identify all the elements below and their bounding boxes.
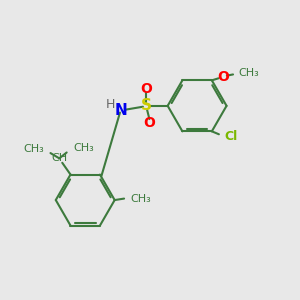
- Text: H: H: [106, 98, 115, 112]
- Text: CH: CH: [51, 153, 68, 164]
- Text: O: O: [143, 116, 155, 130]
- Text: O: O: [140, 82, 152, 96]
- Text: Cl: Cl: [224, 130, 238, 143]
- Text: CH₃: CH₃: [130, 194, 151, 204]
- Text: CH₃: CH₃: [238, 68, 259, 78]
- Text: S: S: [141, 98, 152, 113]
- Text: CH₃: CH₃: [73, 143, 94, 153]
- Text: CH₃: CH₃: [24, 144, 45, 154]
- Text: N: N: [115, 103, 128, 118]
- Text: O: O: [217, 70, 229, 84]
